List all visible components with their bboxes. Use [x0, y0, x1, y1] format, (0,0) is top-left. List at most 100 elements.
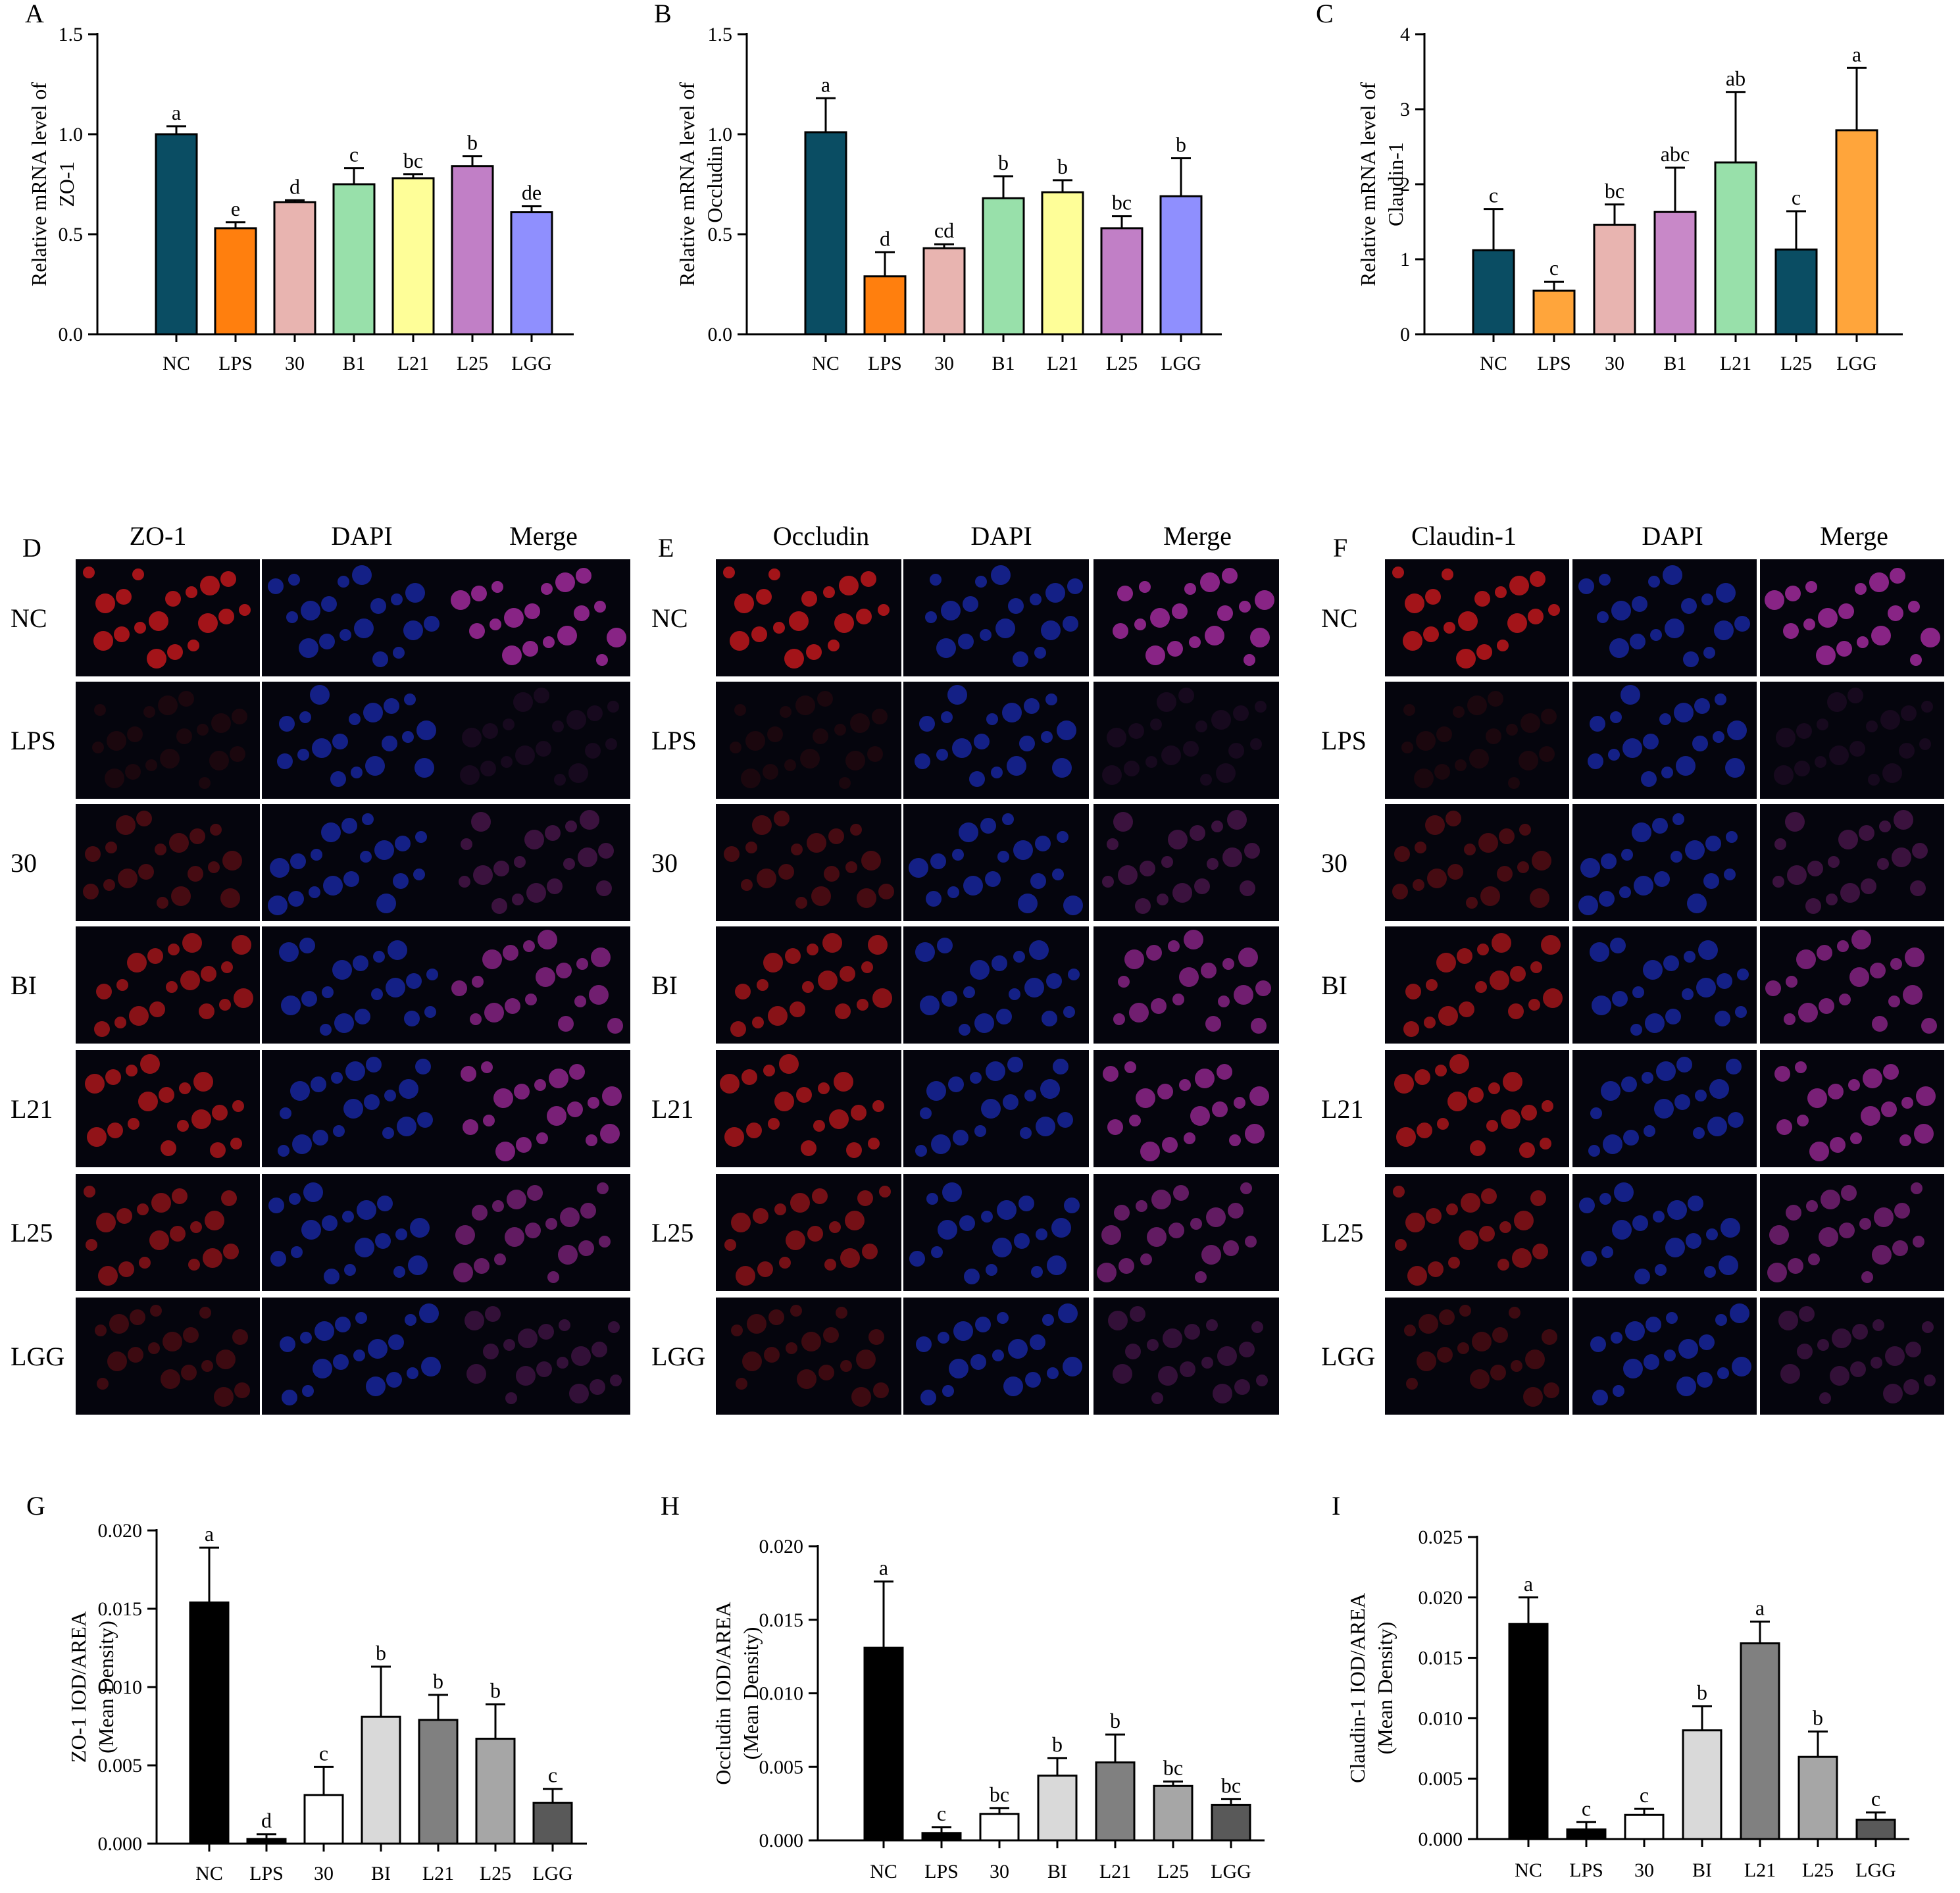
cell-stain — [232, 709, 247, 724]
y-axis-label-line: (Mean Density) — [94, 1621, 118, 1754]
cell-stain — [1541, 935, 1561, 955]
cell-stain — [410, 1218, 430, 1238]
cell-stain — [1234, 1097, 1245, 1109]
cell-stain — [232, 1100, 244, 1112]
cell-stain — [796, 1087, 812, 1103]
cell-stain — [218, 609, 234, 624]
cell-stain — [1667, 1200, 1687, 1220]
chart-panel-b: B Relative mRNA level of Occludin 0.0 0.5 1.0… — [654, 0, 1222, 374]
cell-stain — [1850, 1132, 1862, 1144]
cell-stain — [1828, 856, 1840, 868]
cell-stain — [1512, 1248, 1532, 1268]
cell-stain — [741, 769, 761, 788]
cell-stain — [303, 1182, 323, 1202]
cell-stain — [1610, 711, 1622, 723]
cell-stain — [1726, 831, 1738, 843]
cell-stain — [774, 811, 790, 826]
cell-stain — [1590, 942, 1609, 962]
cell-stain — [1437, 1118, 1449, 1130]
cell-stain — [549, 1069, 568, 1088]
cell-stain — [868, 1138, 880, 1149]
cell-stain — [1051, 1218, 1071, 1238]
cell-stain — [1013, 840, 1033, 860]
cell-stain — [1911, 1182, 1922, 1194]
bar — [1593, 224, 1636, 336]
cell-stain — [925, 611, 937, 623]
cell-stain — [1797, 1115, 1809, 1126]
cell-stain — [878, 604, 890, 616]
cell-stain — [807, 944, 818, 955]
cell-stain — [1778, 1311, 1798, 1330]
y-axis-label-line: Relative mRNA level of — [27, 82, 51, 287]
cell-stain — [332, 734, 348, 749]
y-axis-label-line: Claudin-1 IOD/AREA — [1345, 1593, 1369, 1783]
cell-stain — [1499, 828, 1515, 844]
cell-stain — [545, 1218, 557, 1230]
cell-stain — [1919, 738, 1931, 750]
cell-stain — [1403, 704, 1415, 716]
cell-stain — [768, 1006, 788, 1026]
cell-stain — [1588, 753, 1603, 769]
row-label: 30 — [651, 848, 678, 878]
cell-stain — [1641, 771, 1657, 787]
cell-stain — [1905, 1342, 1921, 1357]
cell-stain — [1200, 572, 1220, 592]
cell-stain — [1107, 728, 1126, 747]
cell-stain — [992, 1350, 1004, 1361]
cell-stain — [974, 1125, 986, 1137]
cell-stain — [1874, 1207, 1894, 1227]
cell-stain — [1787, 865, 1807, 885]
cell-stain — [1047, 1255, 1067, 1275]
cell-stain — [1201, 963, 1217, 978]
cell-stain — [991, 767, 1003, 778]
cell-stain — [1158, 1366, 1178, 1386]
cell-stain — [1228, 1203, 1244, 1219]
cell-stain — [1213, 1384, 1232, 1403]
cell-stain — [1108, 1311, 1128, 1330]
cell-stain — [1102, 876, 1114, 888]
cell-stain — [1663, 955, 1679, 971]
significance-letter: d — [880, 226, 890, 250]
cell-stain — [757, 1261, 773, 1277]
cell-stain — [364, 1094, 380, 1110]
cell-stain — [1695, 1090, 1707, 1101]
cell-stain — [395, 836, 411, 851]
significance-letter: b — [1813, 1706, 1823, 1730]
cell-stain — [800, 749, 820, 769]
cell-stain — [555, 572, 575, 592]
cell-stain — [818, 1365, 834, 1380]
bar — [155, 133, 198, 336]
cell-stain — [578, 1240, 594, 1256]
cell-stain — [1612, 1220, 1632, 1240]
cell-stain — [1413, 879, 1424, 891]
cell-stain — [1205, 626, 1224, 645]
cell-stain — [1223, 1240, 1239, 1256]
cell-stain — [773, 622, 785, 634]
cell-stain — [1894, 810, 1913, 830]
cell-stain — [1497, 1259, 1509, 1271]
row-label: BI — [651, 971, 678, 1000]
cell-stain — [527, 1185, 543, 1201]
cell-stain — [598, 843, 614, 859]
cell-stain — [1395, 1239, 1407, 1251]
cell-stain — [1880, 710, 1900, 730]
cell-stain — [160, 749, 180, 769]
cell-stain — [103, 879, 115, 891]
cell-stain — [188, 640, 199, 651]
micrograph-tile — [1572, 682, 1757, 799]
cell-stain — [1404, 1325, 1416, 1336]
cell-stain — [806, 644, 822, 660]
cell-stain — [1139, 581, 1151, 593]
significance-letter: a — [821, 72, 830, 96]
bar — [1682, 1729, 1722, 1840]
cell-stain — [909, 858, 928, 878]
cell-stain — [1195, 720, 1207, 732]
cell-stain — [126, 1065, 138, 1076]
cell-stain — [134, 622, 146, 634]
cell-stain — [301, 1220, 321, 1240]
cell-stain — [872, 1100, 884, 1112]
cell-stain — [812, 1188, 828, 1204]
cell-stain — [1688, 1196, 1703, 1211]
cell-stain — [872, 709, 888, 724]
cell-stain — [419, 1303, 439, 1323]
